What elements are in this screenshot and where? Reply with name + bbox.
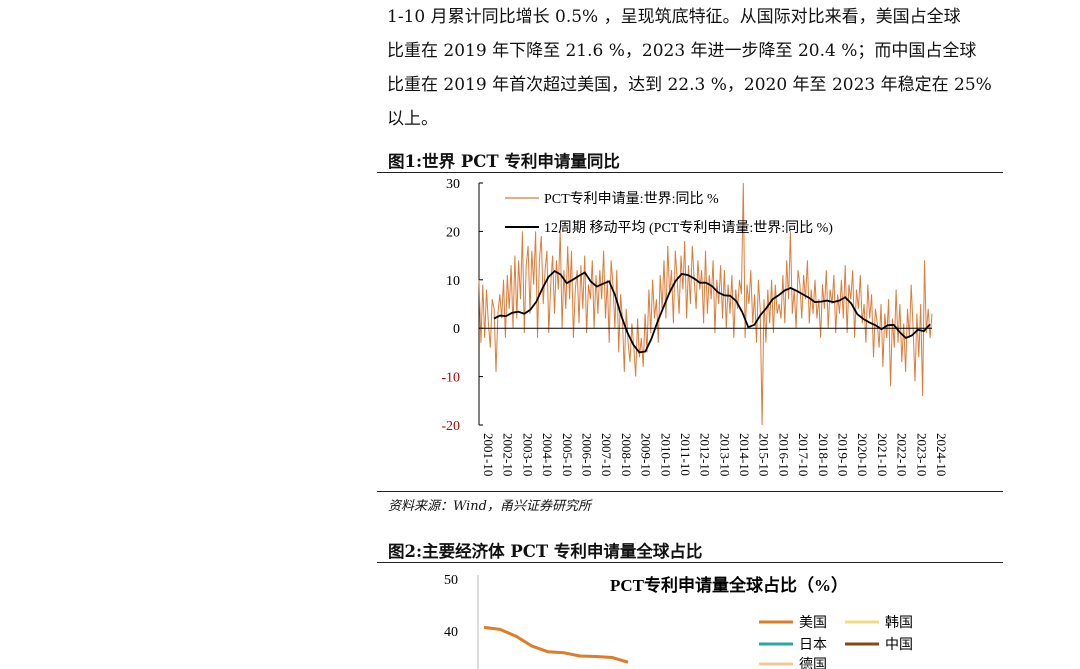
x-tick-label: 2017-10 bbox=[796, 433, 811, 476]
chart-title: PCT专利申请量全球占比（%） bbox=[610, 575, 848, 595]
paragraph-line: 1-10 月累计同比增长 0.5% ，呈现筑底特征。从国际对比来看，美国占全球 bbox=[387, 7, 961, 27]
x-tick-label: 2018-10 bbox=[816, 433, 831, 476]
body-paragraph: 1-10 月累计同比增长 0.5% ，呈现筑底特征。从国际对比来看，美国占全球 … bbox=[387, 0, 1005, 136]
legend-label: 中国 bbox=[885, 637, 913, 653]
figure1-caption: 图1:世界 PCT 专利申请量同比 bbox=[388, 152, 620, 171]
x-tick-label: 2020-10 bbox=[855, 433, 870, 476]
x-tick-label: 2009-10 bbox=[639, 433, 654, 476]
paragraph-line: 以上。 bbox=[387, 109, 438, 129]
series-line-yoy bbox=[478, 182, 933, 426]
x-tick-label: 2013-10 bbox=[717, 433, 732, 476]
x-tick-label: 2024-10 bbox=[934, 433, 949, 476]
y-tick-label: 40 bbox=[444, 625, 458, 640]
figure1-bottom-rule bbox=[377, 491, 1003, 492]
y-tick-label: 10 bbox=[446, 274, 460, 289]
y-tick-label: -10 bbox=[441, 371, 460, 386]
x-tick-label: 2001-10 bbox=[481, 433, 496, 476]
legend-label-yoy: PCT专利申请量:世界:同比 % bbox=[544, 191, 719, 207]
series-line-usa bbox=[483, 625, 629, 664]
paragraph-line: 比重在 2019 年首次超过美国，达到 22.3 %，2020 年至 2023 … bbox=[387, 75, 992, 95]
x-tick-label: 2012-10 bbox=[698, 433, 713, 476]
figure1-chart: -20 -10 0 10 20 30 2001-10 2002-10 2003-10 2004-1… bbox=[441, 177, 949, 476]
y-tick-label: 50 bbox=[444, 573, 458, 588]
legend-label: 美国 bbox=[799, 615, 827, 631]
x-tick-label: 2016-10 bbox=[776, 433, 791, 476]
series-line-moving-average bbox=[493, 269, 931, 354]
y-tick-label: 30 bbox=[446, 177, 460, 192]
x-tick-label: 2011-10 bbox=[678, 433, 693, 476]
x-tick-label: 2008-10 bbox=[619, 433, 634, 476]
x-tick-label: 2004-10 bbox=[540, 433, 555, 476]
x-tick-label: 2019-10 bbox=[836, 433, 851, 476]
y-tick-label: 20 bbox=[446, 225, 460, 240]
paragraph-line: 比重在 2019 年下降至 21.6 %，2023 年进一步降至 20.4 %；… bbox=[387, 41, 977, 61]
x-tick-label: 2015-10 bbox=[757, 433, 772, 476]
legend-label: 德国 bbox=[799, 657, 827, 669]
x-tick-label: 2006-10 bbox=[579, 433, 594, 476]
x-tick-label: 2022-10 bbox=[895, 433, 910, 476]
x-tick-label: 2002-10 bbox=[501, 433, 516, 476]
y-tick-label: 0 bbox=[453, 322, 460, 337]
x-tick-label: 2007-10 bbox=[599, 433, 614, 476]
legend-label: 韩国 bbox=[885, 615, 913, 631]
x-tick-label: 2014-10 bbox=[737, 433, 752, 476]
figure1-source: 资料来源：Wind，甬兴证券研究所 bbox=[388, 499, 591, 514]
x-tick-label: 2010-10 bbox=[658, 433, 673, 476]
x-tick-label: 2021-10 bbox=[875, 433, 890, 476]
figure2-top-rule bbox=[377, 562, 1003, 563]
legend-label: 日本 bbox=[799, 637, 827, 653]
y-tick-label: -20 bbox=[441, 419, 460, 434]
x-tick-label: 2023-10 bbox=[914, 433, 929, 476]
x-tick-label: 2005-10 bbox=[560, 433, 575, 476]
figure2-caption: 图2:主要经济体 PCT 专利申请量全球占比 bbox=[388, 542, 703, 561]
x-tick-label: 2003-10 bbox=[520, 433, 535, 476]
legend-label-moving-average: 12周期 移动平均 (PCT专利申请量:世界:同比 %) bbox=[544, 220, 833, 236]
figure1-top-rule bbox=[377, 172, 1003, 173]
